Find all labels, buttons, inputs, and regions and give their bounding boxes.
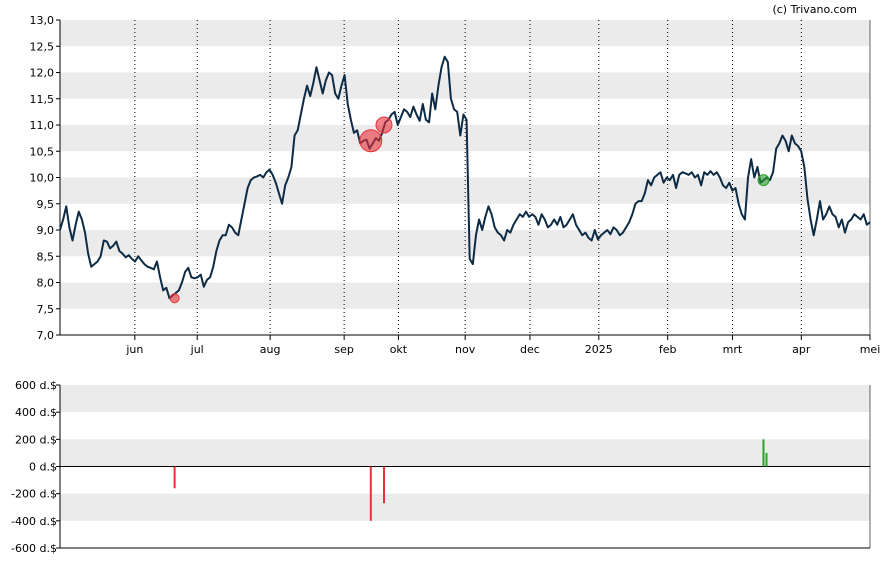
y-tick-label: -200 d.$ [11,488,57,501]
x-tick-label: okt [390,343,408,356]
grid-band [60,177,870,204]
x-tick-label: sep [334,343,353,356]
y-tick-label: 10,5 [30,145,55,158]
y-tick-label: 11,0 [30,119,55,132]
y-tick-label: 7,5 [37,303,55,316]
price-line [59,55,871,300]
buy-marker [757,174,770,187]
y-tick-label: 10,0 [30,172,55,185]
grid-band [60,439,870,467]
y-tick-label: 0 d.$ [29,461,57,474]
y-tick-label: 600 d.$ [15,379,57,392]
grid-band [60,230,870,257]
y-tick-label: 12,0 [30,67,55,80]
x-tick-label: 2025 [585,343,613,356]
sell-marker [375,116,393,134]
x-tick-label: apr [792,343,811,356]
grid-band [60,385,870,413]
x-tick-label: dec [520,343,540,356]
y-tick-label: 8,5 [37,250,55,263]
y-tick-label: 11,5 [30,93,55,106]
y-tick-label: 400 d.$ [15,406,57,419]
sell-marker [359,129,383,153]
grid-band [60,493,870,521]
x-tick-label: mrt [723,343,743,356]
y-tick-label: -400 d.$ [11,515,57,528]
y-tick-label: 8,0 [37,277,55,290]
y-tick-label: 12,5 [30,40,55,53]
x-tick-label: jun [125,343,143,356]
y-tick-label: 9,5 [37,198,55,211]
grid-band [60,20,870,47]
price-chart: jun jul aug sep okt nov dec 2025 feb mrt apr mei 13,… [30,14,881,356]
y-tick-label: -600 d.$ [11,542,57,555]
grid-band [60,125,870,152]
y-tick-label: 13,0 [30,14,55,27]
x-tick-label: aug [260,343,281,356]
y-tick-label: 9,0 [37,224,55,237]
y-tick-label: 200 d.$ [15,433,57,446]
x-tick-label: jul [190,343,204,356]
x-tick-label: feb [659,343,677,356]
sell-marker [169,293,180,304]
x-tick-label: mei [860,343,881,356]
copyright-text: (c) Trivano.com [772,3,857,16]
x-tick-label: nov [455,343,476,356]
trade-volume-chart: 600 d.$ 400 d.$ 200 d.$ 0 d.$ -200 d.$ -400 d… [11,379,871,555]
y-tick-label: 7,0 [37,329,55,342]
